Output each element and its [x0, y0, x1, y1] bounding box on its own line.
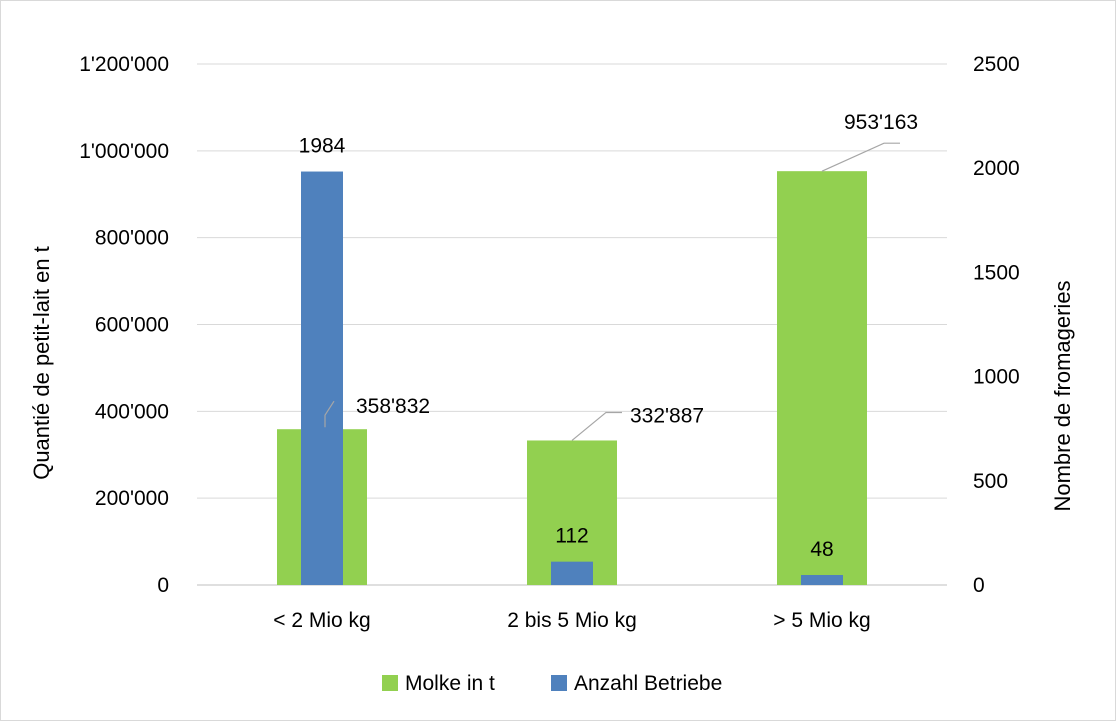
y-tick-label: 400'000	[95, 400, 169, 423]
bar-molke	[777, 171, 867, 585]
y2-tick-label: 500	[973, 470, 1008, 493]
x-tick-label: < 2 Mio kg	[273, 609, 370, 632]
y2-tick-label: 1000	[973, 366, 1020, 389]
y-tick-label: 800'000	[95, 227, 169, 250]
x-tick-label: 2 bis 5 Mio kg	[507, 609, 637, 632]
bar-betriebe	[551, 561, 593, 585]
y-tick-label: 200'000	[95, 487, 169, 510]
legend-label-betriebe: Anzahl Betriebe	[574, 672, 722, 695]
y2-tick-label: 0	[973, 574, 985, 597]
y-axis-title: Quantié de petit-lait en t	[29, 246, 54, 480]
data-label-molke: 332'887	[630, 404, 704, 427]
y2-tick-label: 1500	[973, 261, 1020, 284]
y-tick-label: 600'000	[95, 314, 169, 337]
y2-axis-title: Nombre de fromageries	[1050, 280, 1075, 511]
bar-betriebe	[801, 574, 843, 585]
y-tick-label: 0	[157, 574, 169, 597]
data-labels: 1984 112 48 358'832 332'887 953'163	[299, 111, 918, 561]
leader-line	[324, 400, 335, 428]
bar-betriebe	[301, 171, 343, 585]
x-tick-label: > 5 Mio kg	[773, 609, 870, 632]
data-label-molke: 358'832	[356, 395, 430, 418]
legend-swatch-betriebe	[551, 675, 567, 691]
leader-line	[571, 411, 622, 441]
bar-molke	[527, 440, 617, 585]
bars	[277, 171, 867, 585]
legend-swatch-molke	[382, 675, 398, 691]
legend-label-molke: Molke in t	[405, 672, 495, 695]
data-label-betriebe: 1984	[299, 135, 346, 158]
legend: Molke in t Anzahl Betriebe	[382, 672, 722, 695]
y-tick-label: 1'200'000	[79, 53, 169, 76]
leader-line	[821, 142, 900, 172]
data-label-betriebe: 48	[810, 538, 833, 561]
y2-tick-label: 2000	[973, 157, 1020, 180]
data-label-molke: 953'163	[844, 111, 918, 134]
y2-tick-label: 2500	[973, 53, 1020, 76]
data-label-betriebe: 112	[555, 525, 588, 548]
y-tick-label: 1'000'000	[79, 140, 169, 163]
axes: 0 200'000 400'000 600'000 800'000 1'000'000 1'…	[79, 53, 1020, 632]
